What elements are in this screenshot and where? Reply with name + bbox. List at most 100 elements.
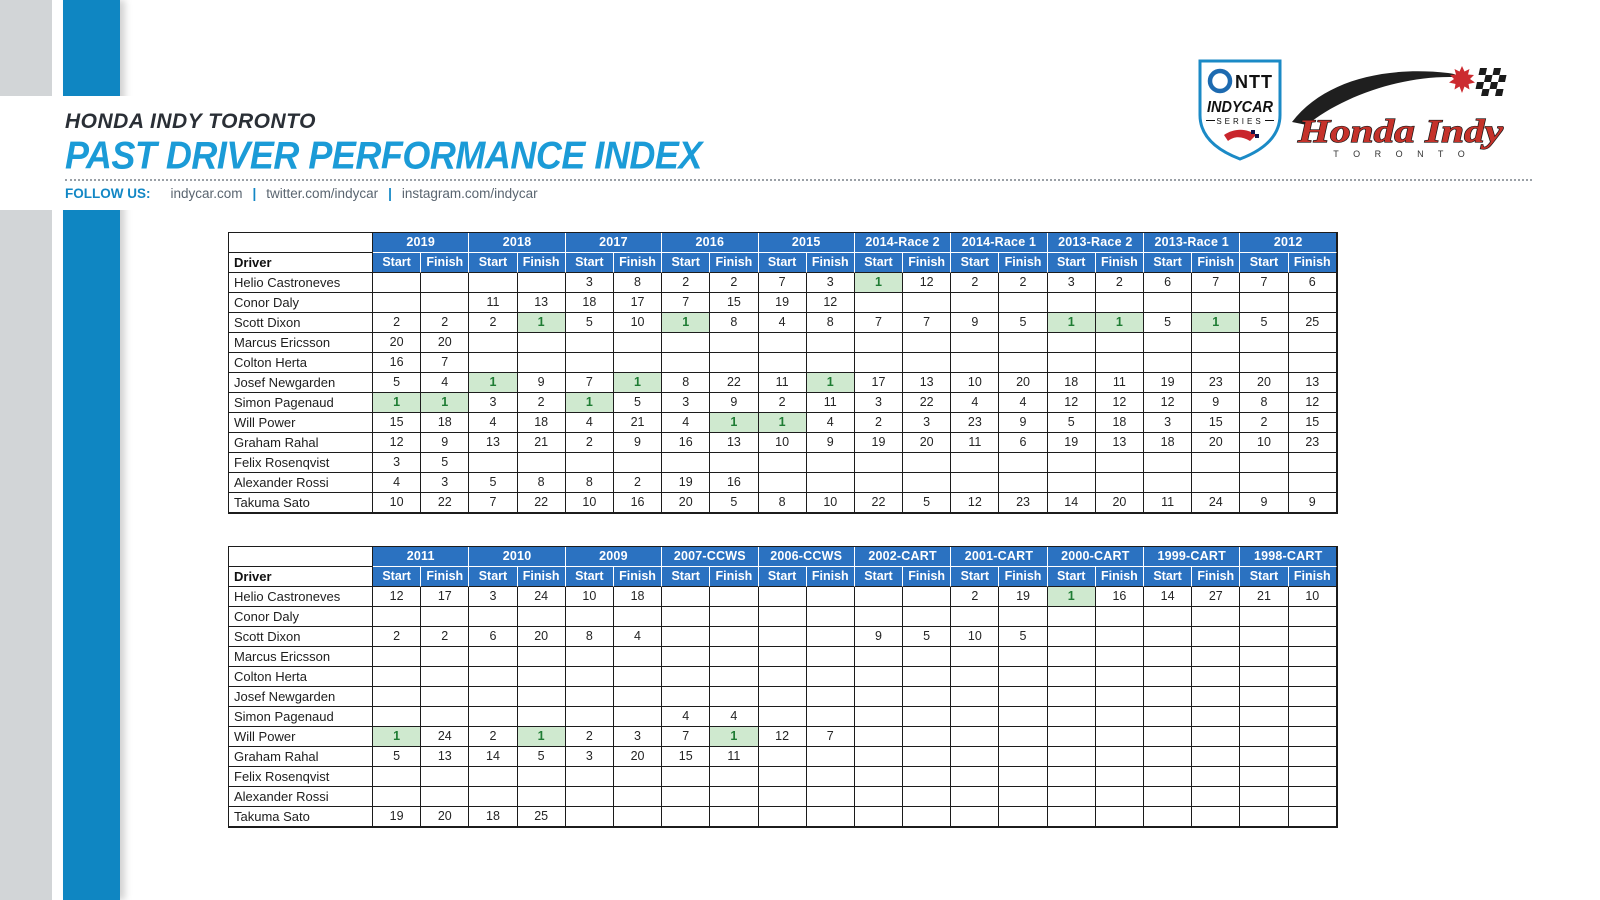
start-header-cell: Start (662, 567, 711, 587)
driver-row: Colton Herta 16 7 (229, 353, 1337, 373)
stat-cell (758, 607, 807, 627)
stat-cell (854, 767, 904, 787)
stat-cell: 12 (373, 587, 422, 607)
stat-cell (903, 787, 952, 807)
stat-cell (758, 453, 807, 473)
stat-cell (1095, 353, 1144, 373)
start-header-cell: Start (1240, 253, 1289, 273)
stat-cell (1240, 787, 1289, 807)
flag-check (1255, 134, 1259, 138)
stat-cell (613, 453, 663, 473)
stat-cell: 5 (1144, 313, 1193, 333)
stat-cell (469, 273, 518, 293)
year-header-cell: 2019 (373, 233, 470, 253)
stat-cell (951, 667, 1000, 687)
stat-cell (710, 453, 759, 473)
stat-cell: 22 (710, 373, 759, 393)
stat-cell: 12 (1095, 393, 1144, 413)
stat-cell (854, 807, 904, 827)
stat-cell (1144, 293, 1193, 313)
driver-row: Alexander Rossi (229, 787, 1337, 807)
stat-cell (903, 333, 952, 353)
stat-cell (1095, 767, 1144, 787)
stat-cell: 5 (903, 627, 952, 647)
stat-cell (999, 293, 1048, 313)
stat-cell: 5 (1240, 313, 1289, 333)
stat-cell (469, 647, 518, 667)
stat-cell (517, 647, 566, 667)
stat-cell (710, 587, 759, 607)
stat-cell (903, 687, 952, 707)
stat-cell (710, 607, 759, 627)
stat-cell: 19 (1144, 373, 1193, 393)
year-header-cell: 2010 (469, 547, 566, 567)
stat-cell: 5 (999, 627, 1048, 647)
stat-cell: 12 (1047, 393, 1096, 413)
stat-cell (951, 333, 1000, 353)
follow-link-indycar[interactable]: indycar.com (170, 186, 243, 201)
stat-cell (903, 747, 952, 767)
stat-cell (758, 807, 807, 827)
stat-cell: 7 (903, 313, 952, 333)
stat-cell (951, 473, 1000, 493)
stat-cell: 5 (1047, 413, 1096, 433)
stat-cell (1047, 727, 1096, 747)
stat-cell (1095, 293, 1144, 313)
follow-link-twitter[interactable]: twitter.com/indycar (266, 186, 379, 201)
driver-name-cell: Felix Rosenqvist (229, 767, 373, 787)
stat-cell (1144, 667, 1193, 687)
driver-row: Conor Daly 11 13 18 17 7 15 19 12 (229, 293, 1337, 313)
first-place-cell: 1 (421, 393, 470, 413)
stat-cell (1192, 333, 1241, 353)
stat-cell (806, 807, 855, 827)
stat-cell: 2 (565, 727, 614, 747)
stat-cell: 20 (1240, 373, 1289, 393)
driver-name-cell: Josef Newgarden (229, 373, 373, 393)
driver-row: Marcus Ericsson (229, 647, 1337, 667)
stat-cell (565, 767, 614, 787)
stat-cell (565, 707, 614, 727)
stat-cell: 8 (517, 473, 566, 493)
stat-cell (373, 273, 422, 293)
stat-cell (758, 687, 807, 707)
stat-cell (951, 647, 1000, 667)
stat-cell: 5 (373, 373, 422, 393)
stat-cell (421, 607, 470, 627)
stat-cell (1240, 627, 1289, 647)
corner-cell (229, 547, 373, 567)
finish-header-cell: Finish (1288, 567, 1337, 587)
stat-cell (1192, 707, 1241, 727)
stat-cell (1095, 707, 1144, 727)
stat-cell: 11 (1095, 373, 1144, 393)
stat-cell (951, 707, 1000, 727)
performance-table-recent: 2019 2018 2017 2016 2015 2014-Race 2 2014-Race… (228, 232, 1338, 514)
stat-cell: 3 (565, 747, 614, 767)
stat-cell: 13 (1095, 433, 1144, 453)
year-header-cell: 2007-CCWS (662, 547, 759, 567)
stat-cell: 22 (854, 493, 904, 513)
stat-cell (1192, 667, 1241, 687)
stat-cell (710, 687, 759, 707)
driver-name-cell: Alexander Rossi (229, 787, 373, 807)
stat-cell (854, 747, 904, 767)
stat-cell: 7 (806, 727, 855, 747)
year-header-cell: 2000-CART (1047, 547, 1144, 567)
driver-row: Josef Newgarden 5 4 1 9 7 1 8 22 11 1 17 13 10 20 18 11 1… (229, 373, 1337, 393)
stat-cell: 3 (903, 413, 952, 433)
first-place-cell: 1 (1095, 313, 1144, 333)
stat-cell (1288, 767, 1337, 787)
follow-link-instagram[interactable]: instagram.com/indycar (401, 186, 538, 201)
stat-cell: 18 (565, 293, 614, 313)
stat-cell (662, 353, 711, 373)
finish-header-cell: Finish (903, 567, 952, 587)
stat-cell (565, 667, 614, 687)
stat-cell: 23 (1288, 433, 1337, 453)
stat-cell: 7 (854, 313, 904, 333)
year-header-cell: 1999-CART (1144, 547, 1241, 567)
stat-cell: 2 (1095, 273, 1144, 293)
driver-row: Felix Rosenqvist (229, 767, 1337, 787)
driver-row: Alexander Rossi 4 3 5 8 8 2 19 16 (229, 473, 1337, 493)
start-header-cell: Start (951, 253, 1000, 273)
first-place-cell: 1 (517, 313, 566, 333)
stat-cell: 24 (1192, 493, 1241, 513)
